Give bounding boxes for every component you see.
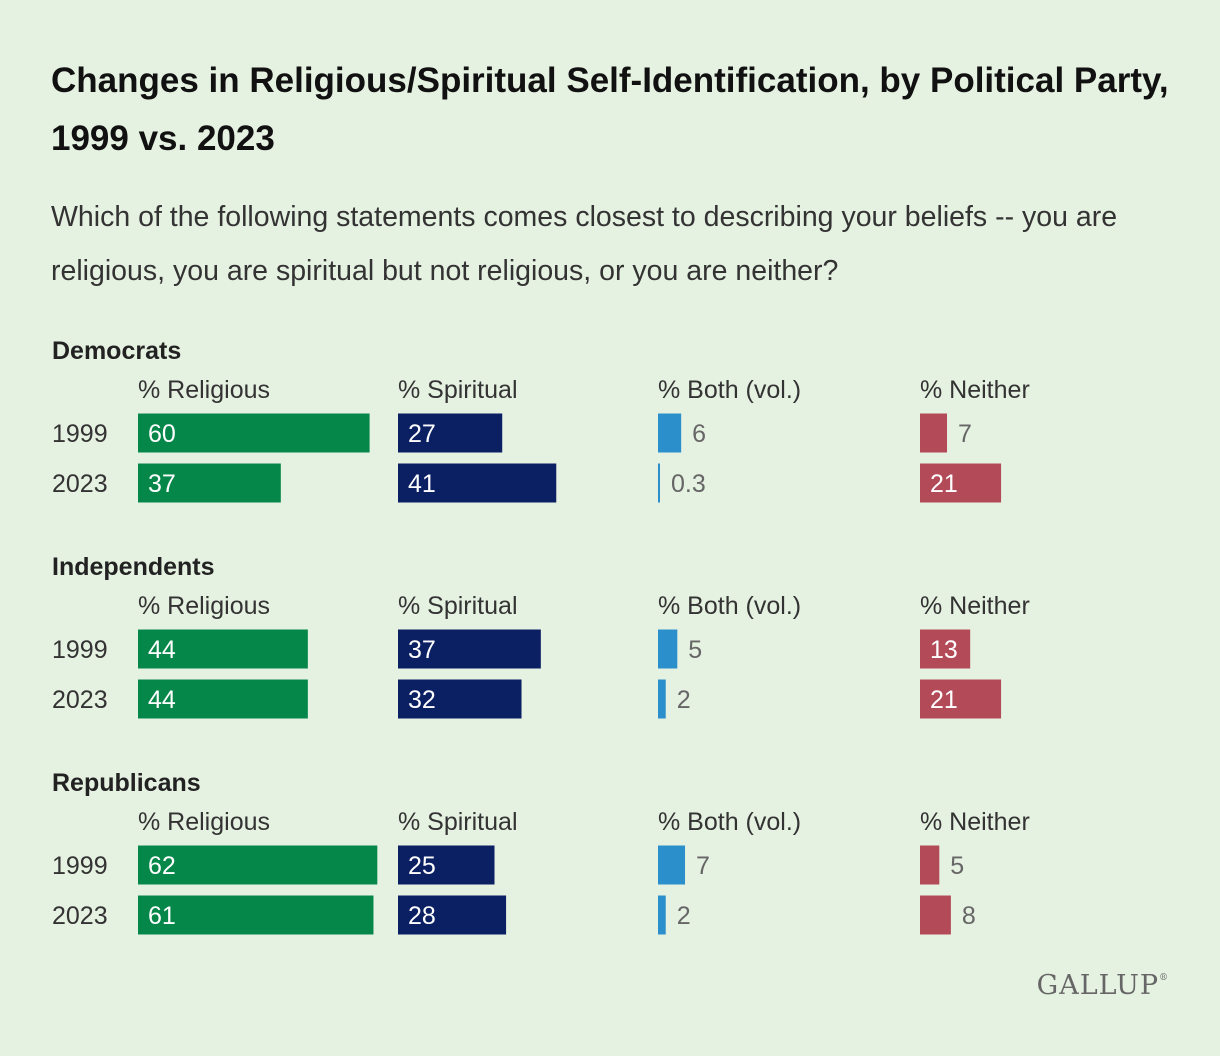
group-label-democrats: Democrats [52, 337, 181, 365]
year-label-republicans-2023: 2023 [52, 902, 108, 930]
column-header-religious-independents: % Religious [138, 592, 270, 620]
gallup-logo-text: GALLUP [1036, 970, 1159, 1001]
column-header-spiritual-independents: % Spiritual [398, 592, 518, 620]
column-header-spiritual-democrats: % Spiritual [398, 376, 518, 404]
group-label-republicans: Republicans [52, 769, 201, 797]
data-label-independents-2023-both: 2 [677, 686, 691, 714]
bar-independents-1999-both [658, 629, 678, 669]
bar-republicans-1999-spiritual [398, 845, 495, 885]
data-label-republicans-1999-both: 7 [696, 852, 710, 880]
bar-independents-2023-religious [138, 679, 308, 719]
data-label-independents-2023-spiritual: 32 [408, 686, 436, 714]
bar-republicans-1999-neither [920, 845, 940, 885]
data-label-independents-1999-both: 5 [688, 636, 702, 664]
data-label-independents-1999-neither: 13 [930, 636, 958, 664]
bar-republicans-2023-spiritual [398, 895, 507, 935]
data-label-republicans-2023-spiritual: 28 [408, 902, 436, 930]
bar-republicans-1999-religious [138, 845, 378, 885]
year-label-democrats-2023: 2023 [52, 470, 108, 498]
data-label-republicans-2023-neither: 8 [962, 902, 976, 930]
column-header-neither-democrats: % Neither [920, 376, 1030, 404]
year-label-democrats-1999: 1999 [52, 420, 108, 448]
data-label-democrats-2023-neither: 21 [930, 470, 958, 498]
bar-independents-2023-neither [920, 679, 1002, 719]
bar-republicans-2023-neither [920, 895, 951, 935]
column-header-both-democrats: % Both (vol.) [658, 376, 801, 404]
data-label-independents-1999-spiritual: 37 [408, 636, 436, 664]
bar-democrats-2023-religious [138, 463, 281, 503]
data-label-republicans-1999-neither: 5 [950, 852, 964, 880]
column-header-religious-democrats: % Religious [138, 376, 270, 404]
chart-subtitle: Which of the following statements comes … [51, 201, 1118, 287]
data-label-republicans-1999-spiritual: 25 [408, 852, 436, 880]
bar-independents-1999-religious [138, 629, 308, 669]
data-label-republicans-1999-religious: 62 [148, 852, 176, 880]
year-label-independents-2023: 2023 [52, 686, 108, 714]
bar-democrats-2023-both [658, 463, 660, 503]
data-label-democrats-1999-neither: 7 [958, 420, 972, 448]
year-label-independents-1999: 1999 [52, 636, 108, 664]
data-label-independents-1999-religious: 44 [148, 636, 176, 664]
column-header-neither-republicans: % Neither [920, 808, 1030, 836]
chart-title: Changes in Religious/Spiritual Self-Iden… [51, 61, 1169, 158]
group-label-independents: Independents [52, 553, 215, 581]
gallup-logo: GALLUP® [1037, 970, 1168, 1001]
data-label-democrats-2023-both: 0.3 [671, 470, 706, 498]
data-label-democrats-1999-religious: 60 [148, 420, 176, 448]
column-header-both-republicans: % Both (vol.) [658, 808, 801, 836]
bar-independents-2023-spiritual [398, 679, 522, 719]
bar-republicans-2023-both [658, 895, 666, 935]
year-label-republicans-1999: 1999 [52, 852, 108, 880]
bar-independents-1999-neither [920, 629, 971, 669]
column-header-spiritual-republicans: % Spiritual [398, 808, 518, 836]
data-label-independents-2023-religious: 44 [148, 686, 176, 714]
bar-democrats-1999-neither [920, 413, 948, 453]
column-header-both-independents: % Both (vol.) [658, 592, 801, 620]
column-header-religious-republicans: % Religious [138, 808, 270, 836]
data-label-democrats-1999-spiritual: 27 [408, 420, 436, 448]
column-header-neither-independents: % Neither [920, 592, 1030, 620]
data-label-independents-2023-neither: 21 [930, 686, 958, 714]
data-label-democrats-2023-religious: 37 [148, 470, 176, 498]
bar-democrats-1999-religious [138, 413, 370, 453]
data-label-democrats-2023-spiritual: 41 [408, 470, 436, 498]
bar-democrats-1999-both [658, 413, 682, 453]
registered-mark: ® [1159, 973, 1168, 983]
bar-republicans-1999-both [658, 845, 686, 885]
bar-independents-2023-both [658, 679, 666, 719]
bar-democrats-2023-spiritual [398, 463, 557, 503]
data-label-republicans-2023-both: 2 [677, 902, 691, 930]
data-label-republicans-2023-religious: 61 [148, 902, 176, 930]
bar-democrats-1999-spiritual [398, 413, 503, 453]
data-label-democrats-1999-both: 6 [692, 420, 706, 448]
bar-independents-1999-spiritual [398, 629, 541, 669]
bar-republicans-2023-religious [138, 895, 374, 935]
bar-democrats-2023-neither [920, 463, 1002, 503]
